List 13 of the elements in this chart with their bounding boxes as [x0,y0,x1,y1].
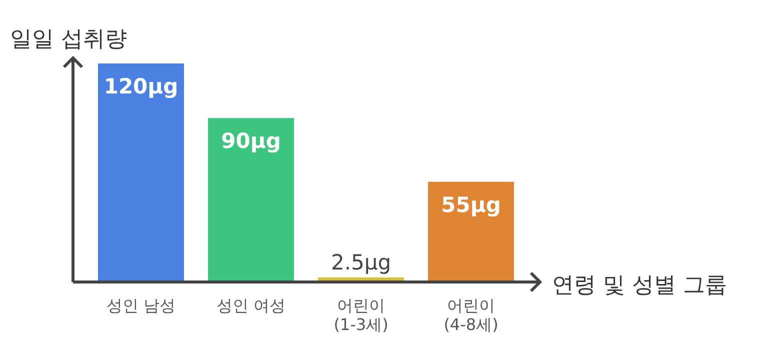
bar [208,118,294,282]
x-tick-label: 성인 여성 [216,296,286,315]
x-tick-label: 어린이 (4-8세) [444,296,498,334]
bar [428,182,514,282]
data-label: 55μg [441,192,501,217]
x-tick-label: 성인 남성 [106,296,176,315]
data-label: 2.5μg [330,250,392,274]
y-axis-title: 일일 섭취량 [10,27,127,52]
x-tick-label: 어린이 (1-3세) [334,296,388,334]
x-axis-title: 연령 및 성별 그룹 [552,273,727,298]
data-label: 120μg [104,74,178,98]
bar [98,63,184,282]
data-label: 90μg [221,129,281,154]
